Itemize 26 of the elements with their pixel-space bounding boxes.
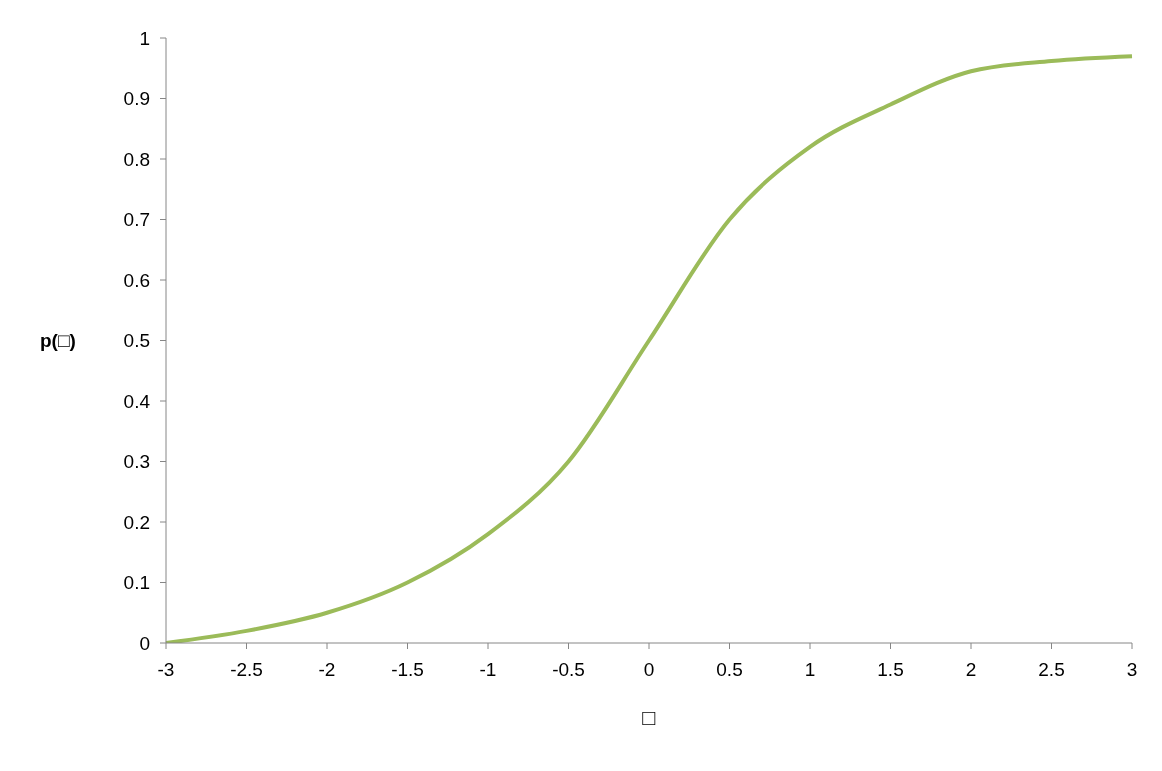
y-tick-label: 0.2: [123, 511, 150, 533]
x-tick-label: 2.5: [1038, 659, 1065, 681]
x-tick-label: 1.5: [877, 659, 904, 681]
x-tick-label: 2: [965, 659, 977, 681]
x-tick-label: 3: [1126, 659, 1138, 681]
y-tick-label: 0.1: [123, 572, 150, 594]
x-tick-label: 0: [643, 659, 655, 681]
x-tick-label: -0.5: [552, 659, 585, 681]
x-tick-label: 0.5: [716, 659, 743, 681]
x-tick-label: -3: [157, 659, 175, 681]
y-tick-label: 0.9: [123, 88, 150, 110]
y-tick-label: 0.6: [123, 269, 150, 291]
y-tick-label: 1: [139, 27, 150, 49]
y-axis-title: p(□): [40, 330, 76, 352]
x-tick-label: -1: [479, 659, 497, 681]
y-tick-label: 0: [139, 632, 150, 654]
x-tick-label: 1: [804, 659, 816, 681]
x-axis-title: □: [642, 705, 656, 730]
x-tick-label: -2: [318, 659, 336, 681]
y-tick-label: 0.3: [123, 451, 150, 473]
y-tick-label: 0.5: [123, 330, 150, 352]
x-tick-label: -1.5: [391, 659, 424, 681]
x-tick-label: -2.5: [230, 659, 263, 681]
y-tick-label: 0.4: [123, 390, 151, 412]
y-tick-label: 0.8: [123, 148, 150, 170]
y-tick-label: 0.7: [123, 209, 150, 231]
